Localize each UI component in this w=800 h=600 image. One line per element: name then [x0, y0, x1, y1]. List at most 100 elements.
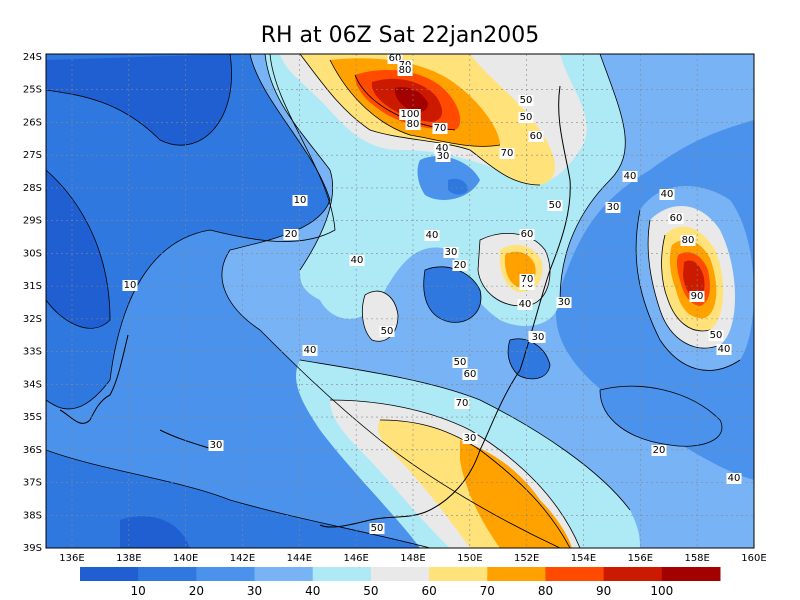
colorbar-swatch	[429, 567, 488, 581]
colorbar-tick-label: 60	[421, 584, 436, 598]
longitude-tick-label: 142E	[230, 553, 255, 564]
latitude-tick-label: 36S	[23, 445, 42, 456]
colorbar-tick-label: 70	[480, 584, 495, 598]
contour-label: 60	[670, 213, 683, 224]
contour-label: 60	[521, 229, 534, 240]
contour-label-layer: 6070801008070405030405060704030401020104…	[122, 53, 742, 534]
contour-line-layer	[46, 54, 741, 548]
colorbar-swatch	[487, 567, 546, 581]
colorbar-tick-label: 10	[131, 584, 146, 598]
contour-label: 30	[210, 440, 223, 451]
latitude-tick-label: 26S	[23, 117, 42, 128]
longitude-labels: 136E 138E 140E 142E 144E 146E 148E 150E 152E 154E…	[59, 553, 766, 564]
contour-label-bg	[659, 189, 675, 200]
contour-label-bg	[622, 171, 638, 182]
contour-label: 50	[381, 326, 394, 337]
colorbar-swatch	[603, 567, 663, 581]
contour-label-bg	[499, 148, 515, 159]
contour-label-bg	[399, 109, 421, 120]
longitude-tick-label: 160E	[741, 553, 766, 564]
colorbar-swatch	[545, 567, 605, 581]
colorbar-swatch	[312, 567, 372, 581]
contour-label: 50	[549, 200, 562, 211]
contour-label: 50	[454, 357, 467, 368]
contour-label-bg	[528, 131, 544, 142]
colorbar-swatch	[254, 567, 314, 581]
contour-label: 30	[532, 332, 545, 343]
colorbar-tick-label: 80	[538, 584, 553, 598]
longitude-tick-label: 156E	[628, 553, 653, 564]
contour-label-bg	[405, 119, 421, 130]
contour-label: 20	[285, 229, 298, 240]
contour-label: 100	[400, 109, 419, 120]
contour-label: 30	[607, 202, 620, 213]
contour-label-bg	[708, 330, 724, 341]
latitude-tick-label: 33S	[23, 347, 42, 358]
contour-label-bg	[452, 260, 468, 271]
latitude-tick-label: 35S	[23, 412, 42, 423]
colorbar-tick-label: 40	[305, 584, 320, 598]
contour-label-bg	[122, 280, 138, 291]
longitude-tick-label: 154E	[571, 553, 596, 564]
colorbar-tick-label: 20	[189, 584, 204, 598]
longitude-tick-label: 148E	[400, 553, 425, 564]
contour-label-bg	[454, 398, 470, 409]
latitude-tick-label: 39S	[23, 543, 42, 554]
contour-label-bg	[518, 95, 534, 106]
latitude-tick-label: 25S	[23, 85, 42, 96]
contour-label-bg	[432, 123, 448, 134]
contour-fill-layer	[46, 54, 754, 548]
contour-label: 40	[351, 255, 364, 266]
contour-label: 40	[661, 189, 674, 200]
contour-label-bg	[668, 213, 684, 224]
contour-label: 20	[653, 445, 666, 456]
latitude-tick-label: 28S	[23, 183, 42, 194]
latitude-tick-label: 24S	[23, 52, 42, 63]
longitude-tick-label: 138E	[116, 553, 141, 564]
colorbar-swatch	[370, 567, 430, 581]
contour-label: 70	[434, 123, 447, 134]
contour-label-bg	[462, 369, 478, 380]
longitude-tick-label: 140E	[173, 553, 198, 564]
contour-label-bg	[716, 344, 732, 355]
contour-label-bg	[443, 247, 459, 258]
contour-label: 30	[558, 297, 571, 308]
contour-label: 80	[407, 119, 420, 130]
contour-label-bg	[434, 143, 450, 154]
contour-label-bg	[726, 473, 742, 484]
contour-label-bg	[556, 297, 572, 308]
colorbar-tick-label: 100	[650, 584, 673, 598]
latitude-tick-label: 32S	[23, 314, 42, 325]
colorbar: 10 20 30 40 50 60 70 80 90 100	[80, 567, 721, 598]
graticule	[46, 54, 754, 548]
contour-label-bg	[387, 53, 403, 64]
contour-label-bg	[530, 332, 546, 343]
contour-label: 20	[454, 260, 467, 271]
latitude-tick-label: 31S	[23, 281, 42, 292]
contour-label: 50	[371, 523, 384, 534]
contour-label: 10	[124, 280, 137, 291]
contour-label: 70	[521, 274, 534, 285]
contour-label-bg	[369, 523, 385, 534]
colorbar-swatch	[80, 567, 139, 581]
contour-label: 60	[389, 53, 402, 64]
latitude-labels: 24S 25S 26S 27S 28S 29S 30S 31S 32S 33S 34S 35S 36S 3…	[23, 52, 42, 554]
contour-label: 40	[728, 473, 741, 484]
latitude-tick-label: 34S	[23, 379, 42, 390]
contour-label: 60	[464, 369, 477, 380]
colorbar-tick-label: 90	[596, 584, 611, 598]
contour-label-bg	[680, 235, 696, 246]
longitude-tick-label: 146E	[343, 553, 368, 564]
latitude-tick-label: 27S	[23, 150, 42, 161]
contour-label: 80	[682, 235, 695, 246]
contour-label-bg	[379, 326, 395, 337]
contour-label: 50	[520, 95, 533, 106]
contour-label-bg	[452, 357, 468, 368]
contour-label: 40	[519, 299, 532, 310]
contour-label-bg	[462, 433, 478, 444]
contour-label-bg	[689, 291, 705, 302]
contour-label-bg	[424, 230, 440, 241]
contour-label-bg	[397, 65, 413, 76]
longitude-tick-label: 150E	[457, 553, 482, 564]
